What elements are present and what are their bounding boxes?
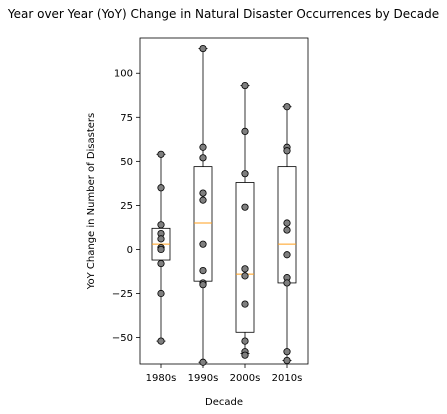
- data-point-2010s: [283, 219, 291, 227]
- data-point-1980s: [157, 235, 165, 243]
- data-point-2010s: [283, 103, 291, 111]
- x-tick-label: 1990s: [188, 373, 219, 384]
- data-point-2000s: [241, 81, 249, 90]
- x-axis-label: Decade: [205, 397, 243, 408]
- data-point-2000s: [241, 170, 249, 178]
- data-point-1990s: [199, 143, 207, 151]
- data-point-1990s: [199, 267, 207, 275]
- data-point-1990s: [199, 196, 207, 204]
- y-tick-label: 100: [114, 69, 133, 80]
- data-point-2010s: [283, 226, 291, 234]
- data-point-1980s: [157, 245, 165, 254]
- y-tick-label: 0: [127, 245, 133, 256]
- data-point-2000s: [241, 351, 249, 359]
- data-point-1980s: [157, 221, 165, 229]
- data-point-1980s: [157, 150, 165, 158]
- x-tick-label: 2010s: [272, 373, 303, 384]
- data-point-2000s: [241, 337, 249, 345]
- data-point-2000s: [241, 203, 249, 211]
- data-point-1980s: [157, 337, 165, 345]
- data-point-2010s: [283, 147, 291, 155]
- y-tick-label: 50: [120, 157, 133, 168]
- data-point-2000s: [241, 127, 249, 135]
- chart-title: Year over Year (YoY) Change in Natural D…: [7, 7, 439, 21]
- data-point-2000s: [241, 272, 249, 280]
- points-layer: [157, 44, 291, 366]
- data-point-1980s: [157, 259, 165, 268]
- data-point-1990s: [199, 281, 207, 289]
- data-point-2000s: [241, 300, 249, 308]
- y-axis-ticks: −50 −25 0 25 50 75 100: [112, 69, 140, 344]
- iqr-box: [193, 166, 213, 282]
- boxes-layer: [151, 48, 297, 363]
- box-1990s: [193, 48, 213, 363]
- data-point-1980s: [157, 184, 165, 192]
- x-axis-ticks: 1980s 1990s 2000s 2010s: [146, 364, 303, 384]
- data-point-2010s: [283, 348, 291, 356]
- data-point-2010s: [283, 251, 291, 259]
- data-point-1990s: [199, 189, 207, 197]
- x-tick-label: 1980s: [146, 373, 177, 384]
- y-tick-label: 75: [120, 113, 133, 124]
- y-tick-label: 25: [120, 201, 133, 212]
- data-point-2010s: [283, 279, 291, 287]
- iqr-box: [235, 182, 255, 333]
- x-tick-label: 2000s: [230, 373, 261, 384]
- y-axis-label: YoY Change in Number of Disasters: [86, 113, 97, 291]
- box-2000s: [235, 85, 255, 354]
- y-tick-label: −25: [112, 289, 133, 300]
- data-point-1990s: [199, 358, 207, 366]
- data-point-1990s: [199, 240, 207, 248]
- data-point-1990s: [199, 154, 207, 162]
- data-point-2010s: [283, 356, 291, 365]
- y-tick-label: −50: [112, 333, 133, 344]
- data-point-2000s: [241, 265, 249, 273]
- data-point-1980s: [157, 289, 165, 298]
- data-point-1990s: [199, 44, 207, 53]
- plot-area: [139, 37, 309, 365]
